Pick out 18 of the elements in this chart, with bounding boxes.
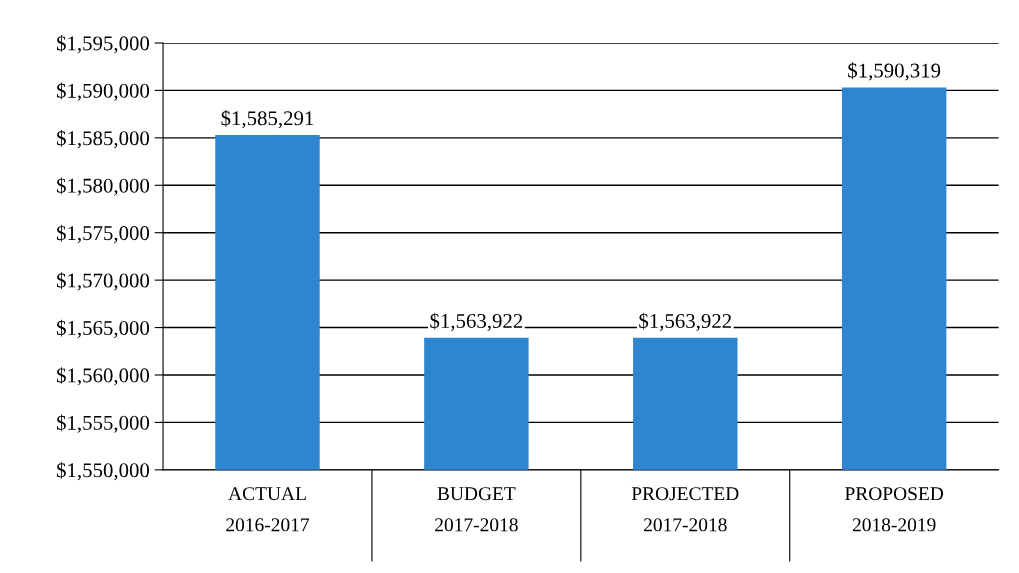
- data-label: $1,563,922: [639, 312, 731, 331]
- y-tick-label: $1,595,000: [56, 35, 150, 54]
- y-tick-label: $1,570,000: [56, 272, 150, 291]
- y-tick-label: $1,565,000: [56, 319, 150, 338]
- y-tick-label: $1,555,000: [56, 414, 150, 433]
- y-tick-label: $1,550,000: [56, 462, 150, 481]
- y-tick-label: $1,575,000: [56, 224, 150, 244]
- y-tick-label: $1,560,000: [56, 367, 150, 386]
- x-tick-label: ACTUAL 2016-2017: [226, 487, 310, 532]
- x-tick-label: PROJECTED 2017-2018: [631, 487, 739, 532]
- x-tick-label: BUDGET 2017-2018: [435, 487, 518, 532]
- data-label: $1,585,291: [221, 110, 314, 129]
- data-label: $1,590,319: [848, 62, 941, 81]
- y-tick-label: $1,590,000: [56, 82, 150, 101]
- y-tick-label: $1,585,000: [56, 129, 150, 149]
- x-tick-label: PROPOSED 2018-2019: [845, 487, 944, 532]
- data-label: $1,563,922: [430, 312, 523, 331]
- y-tick-label: $1,580,000: [56, 177, 150, 196]
